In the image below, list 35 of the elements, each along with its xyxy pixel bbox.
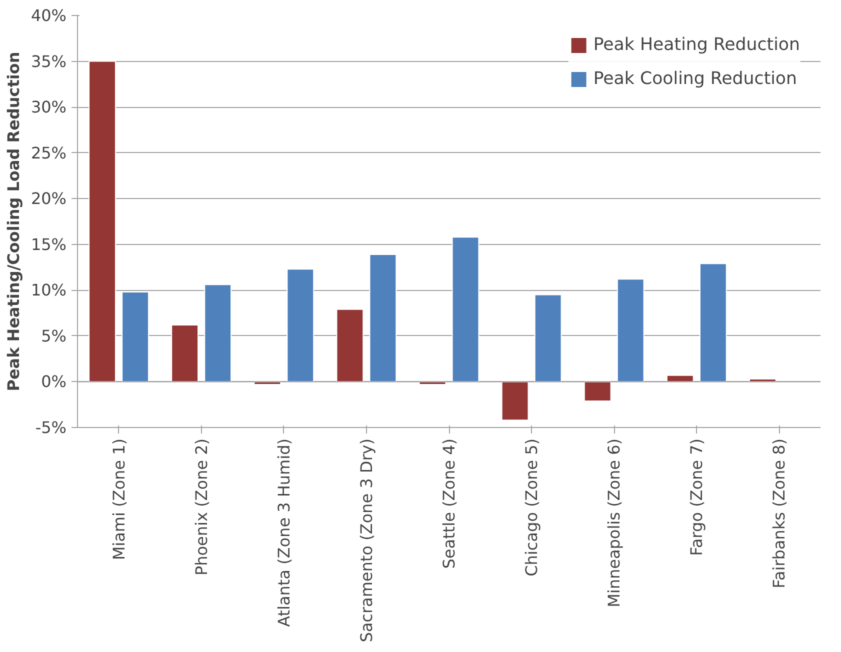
bar [336,308,364,382]
y-tick-label: 15% [30,234,66,254]
bar [452,236,480,382]
bar [286,268,314,382]
y-tick-label: 30% [30,98,66,117]
x-tick-label: Sacramento (Zone 3 Dry) [356,438,376,642]
bar [616,278,644,382]
y-tick-label: 0% [41,372,67,392]
bar [171,324,199,382]
x-tick-label: Minneapolis (Zone 6) [604,438,624,608]
legend-label: Peak Heating Reduction [593,35,800,55]
legend-label: Peak Cooling Reduction [593,69,798,89]
x-tick-label: Miami (Zone 1) [109,438,128,560]
y-tick-label: 40% [30,6,66,25]
x-tick-label: Seattle (Zone 4) [440,438,458,569]
x-tick-label: Phoenix (Zone 2) [192,438,211,576]
x-tick-label: Fairbanks (Zone 8) [770,438,789,588]
bar [204,284,232,382]
y-tick-label: 20% [30,189,66,208]
bar [88,60,116,382]
bar [584,381,612,402]
bar [122,292,149,382]
y-tick-label: 35% [30,52,66,71]
bar [369,254,397,382]
bar [699,263,727,382]
x-tick-label: Fargo (Zone 7) [687,438,706,556]
y-tick-label: -5% [35,418,66,437]
x-tick-label: Atlanta (Zone 3 Humid) [274,438,294,627]
y-axis-title: Peak Heating/Cooling Load Reduction [4,52,23,392]
y-tick-label: 25% [30,143,66,162]
x-tick-label: Chicago (Zone 5) [522,438,542,576]
y-tick-label: 10% [30,280,66,300]
y-tick-label: 5% [41,326,67,346]
bar [534,294,562,382]
bar [501,381,529,421]
